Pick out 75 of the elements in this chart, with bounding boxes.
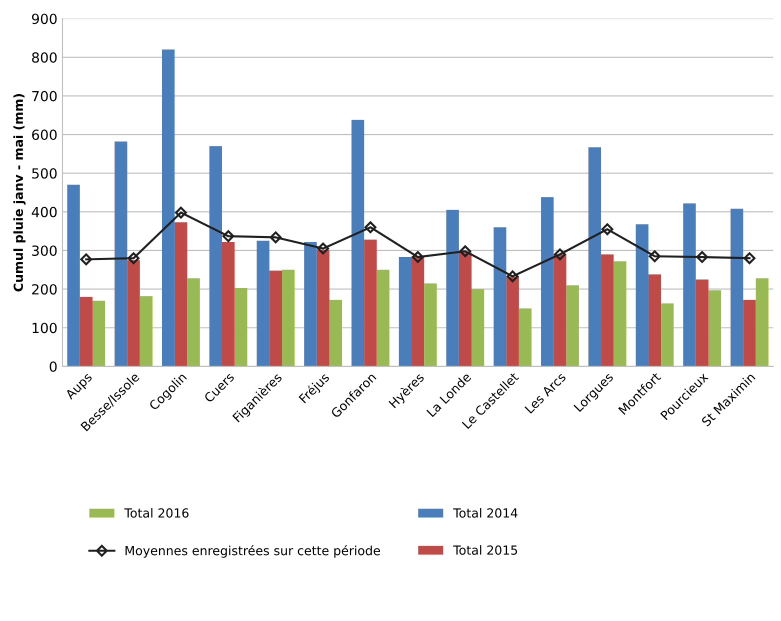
y-tick-label: 200 bbox=[32, 284, 57, 295]
legend-label: Total 2015 bbox=[453, 545, 518, 555]
bar bbox=[316, 250, 330, 366]
bar bbox=[162, 50, 175, 366]
point bbox=[317, 242, 330, 254]
bar bbox=[494, 227, 506, 366]
point bbox=[696, 251, 708, 263]
bar bbox=[67, 184, 80, 366]
y-tick-label: 900 bbox=[32, 14, 57, 24]
bar bbox=[282, 270, 295, 366]
bar bbox=[174, 222, 188, 366]
y-tick-label: 0 bbox=[50, 361, 57, 372]
bar bbox=[376, 270, 390, 366]
bar bbox=[648, 274, 662, 366]
bar bbox=[756, 278, 768, 366]
legend-label: Total 2016 bbox=[124, 508, 189, 518]
bar bbox=[127, 260, 140, 366]
point bbox=[412, 251, 424, 263]
bar bbox=[140, 296, 153, 366]
bar bbox=[472, 289, 484, 366]
bar bbox=[398, 257, 412, 366]
point bbox=[128, 252, 140, 264]
bar bbox=[352, 120, 364, 366]
y-tick-label: 600 bbox=[32, 130, 57, 140]
point bbox=[648, 250, 661, 262]
bar bbox=[114, 142, 128, 366]
point bbox=[601, 223, 614, 236]
bar bbox=[506, 276, 519, 366]
y-tick-label: 800 bbox=[32, 52, 57, 63]
bar bbox=[269, 270, 282, 366]
bar bbox=[256, 240, 270, 366]
y-tick-label: 500 bbox=[32, 168, 57, 179]
bar bbox=[92, 300, 106, 366]
bar bbox=[424, 283, 437, 366]
point bbox=[174, 206, 187, 219]
bar bbox=[554, 254, 566, 366]
bar bbox=[80, 296, 92, 366]
point bbox=[554, 248, 566, 260]
bar bbox=[187, 278, 200, 366]
legend-label: Moyennes enregistrées sur cette période bbox=[126, 545, 380, 558]
y-tick-label: 400 bbox=[32, 206, 57, 218]
point bbox=[744, 252, 756, 264]
bar bbox=[683, 203, 696, 366]
bar bbox=[222, 242, 235, 366]
bar bbox=[234, 288, 248, 366]
bar bbox=[743, 300, 756, 366]
y-tick-label: 700 bbox=[32, 90, 57, 102]
bar bbox=[614, 261, 626, 366]
bar bbox=[661, 303, 674, 366]
bar bbox=[696, 279, 708, 366]
bar bbox=[458, 252, 472, 366]
point bbox=[270, 231, 282, 244]
bar bbox=[329, 300, 342, 366]
bar bbox=[209, 146, 222, 366]
legend-label: Total 2014 bbox=[453, 508, 518, 518]
bar bbox=[304, 242, 317, 366]
point bbox=[364, 221, 376, 234]
point bbox=[222, 230, 234, 242]
bar bbox=[730, 208, 744, 366]
bar bbox=[518, 308, 532, 366]
bar bbox=[566, 285, 579, 366]
y-tick-label: 100 bbox=[32, 322, 57, 334]
point bbox=[459, 245, 472, 258]
bar bbox=[588, 147, 602, 366]
bar bbox=[601, 254, 614, 366]
bar bbox=[636, 224, 648, 366]
bar bbox=[541, 197, 554, 366]
y-axis-title: Cumul pluie janv - mai (mm) bbox=[13, 94, 26, 292]
bar bbox=[708, 290, 722, 366]
bar bbox=[446, 210, 459, 366]
bar bbox=[364, 240, 377, 366]
bar bbox=[412, 256, 424, 366]
y-tick-label: 300 bbox=[32, 245, 57, 256]
point bbox=[80, 253, 92, 266]
point bbox=[506, 270, 519, 282]
